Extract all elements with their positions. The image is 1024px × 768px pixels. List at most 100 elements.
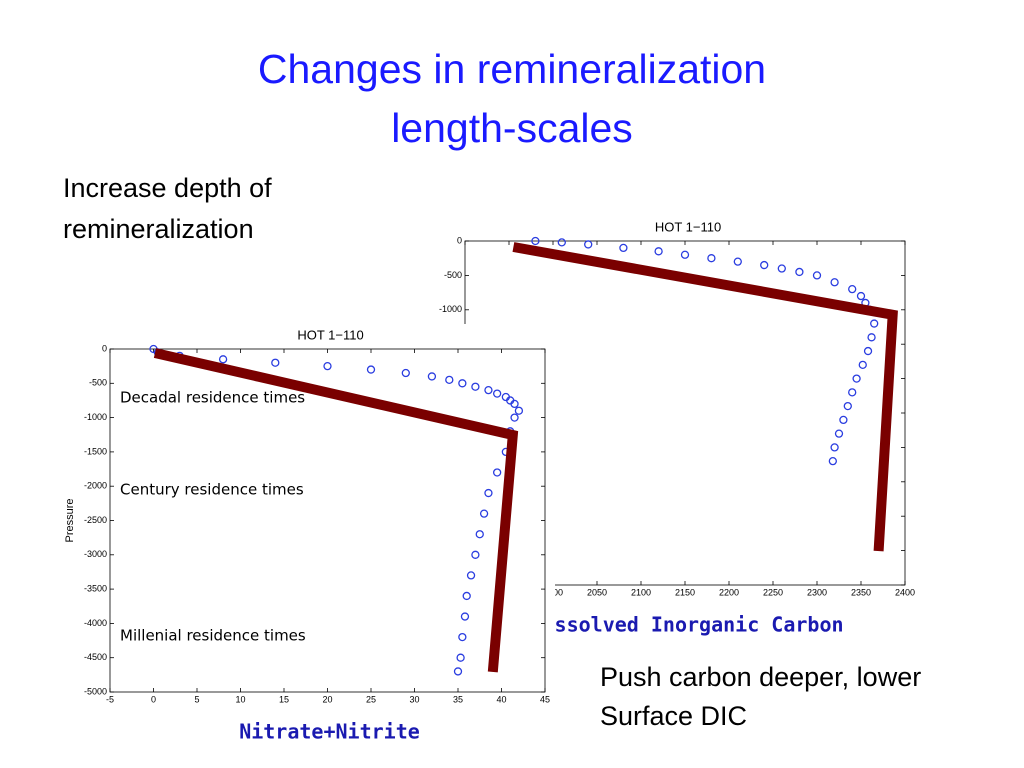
data-point [557, 238, 566, 247]
data-point [848, 285, 857, 294]
x-axis-label: Nitrate+Nitrite [239, 720, 420, 744]
slide-title: length-scales [391, 105, 633, 151]
y-tick-label: 0 [457, 235, 462, 245]
chart-title: HOT 1−110 [297, 327, 363, 342]
data-point [707, 254, 716, 263]
y-axis-label: Pressure [64, 498, 76, 542]
fit-line [512, 242, 898, 552]
y-tick-label: -1500 [84, 446, 107, 456]
x-tick-label: 45 [540, 694, 550, 704]
data-point [680, 250, 690, 259]
data-point [323, 361, 332, 371]
data-point [856, 291, 866, 301]
x-tick-label: 2050 [587, 587, 607, 597]
x-tick-label: 15 [279, 694, 289, 704]
annotation: Century residence times [120, 481, 304, 499]
data-point [852, 374, 861, 383]
data-point [843, 401, 852, 411]
y-tick-label: -2500 [84, 515, 107, 525]
x-tick-label: 25 [366, 694, 376, 704]
data-point [654, 247, 663, 256]
data-point [514, 406, 524, 415]
data-point [479, 509, 489, 518]
annotation: Millenial residence times [120, 627, 306, 645]
data-point [475, 530, 484, 539]
data-point [795, 267, 804, 277]
x-tick-label: 35 [453, 694, 463, 704]
data-point [458, 632, 467, 642]
slide-title: Changes in remineralization [258, 46, 766, 92]
y-tick-label: -500 [89, 378, 107, 388]
y-tick-label: -1000 [84, 412, 107, 422]
y-tick-label: -4000 [84, 618, 107, 628]
annotation: Decadal residence times [120, 389, 305, 407]
x-tick-label: 2300 [807, 587, 827, 597]
data-point [445, 375, 454, 385]
x-axis-label: Dissolved Inorganic Carbon [530, 613, 843, 637]
x-tick-label: 2100 [631, 587, 651, 597]
x-tick-label: 10 [235, 694, 245, 704]
data-point [812, 271, 822, 280]
data-point [733, 257, 742, 266]
y-tick-label: -5000 [84, 686, 107, 696]
x-tick-label: 2250 [763, 587, 783, 597]
data-point [510, 399, 519, 409]
data-point [427, 372, 437, 381]
data-point [218, 355, 228, 364]
data-point [839, 415, 848, 425]
y-tick-label: 0 [102, 343, 107, 353]
data-point [484, 488, 493, 498]
body-text: Push carbon deeper, lower [600, 662, 921, 692]
data-point [471, 550, 480, 559]
data-point [460, 612, 470, 621]
chart-title: HOT 1−110 [655, 219, 721, 234]
data-point [777, 264, 786, 273]
data-point [492, 389, 502, 398]
x-tick-label: 2200 [719, 587, 739, 597]
y-tick-label: -2000 [84, 481, 107, 491]
y-tick-label: -4500 [84, 652, 107, 662]
data-point [830, 278, 839, 287]
x-tick-label: 2150 [675, 587, 695, 597]
x-tick-label: 20 [322, 694, 332, 704]
data-point [531, 236, 540, 246]
data-point [456, 653, 465, 662]
body-text: Surface DIC [600, 701, 747, 731]
fit-line [153, 348, 519, 673]
body-text: Increase depth of [63, 173, 272, 203]
data-point [584, 240, 593, 249]
data-point [462, 591, 471, 601]
data-point [863, 346, 873, 356]
x-tick-label: 2350 [851, 587, 871, 597]
data-point [458, 379, 467, 388]
data-point [366, 365, 376, 374]
y-tick-label: -500 [444, 270, 462, 280]
x-tick-label: 30 [409, 694, 419, 704]
data-point [466, 571, 476, 580]
data-point [271, 358, 280, 367]
data-point [619, 243, 628, 253]
body-text: remineralization [63, 214, 254, 244]
data-point [867, 333, 876, 342]
data-point [828, 457, 837, 466]
data-point [471, 382, 480, 391]
data-point [492, 468, 502, 477]
data-point [453, 667, 463, 676]
y-tick-label: -3000 [84, 549, 107, 559]
data-point [484, 386, 493, 395]
data-point [848, 388, 857, 397]
x-tick-label: -5 [106, 694, 114, 704]
data-point [870, 319, 879, 328]
data-point [858, 360, 867, 369]
y-tick-label: -3500 [84, 583, 107, 593]
plot-background [65, 324, 555, 717]
data-point [510, 413, 519, 422]
x-tick-label: 40 [496, 694, 506, 704]
x-tick-label: 5 [194, 694, 199, 704]
data-point [760, 260, 769, 270]
data-point [834, 429, 844, 438]
y-tick-label: -1000 [439, 304, 462, 314]
x-tick-label: 0 [151, 694, 156, 704]
x-tick-label: 2400 [895, 587, 915, 597]
